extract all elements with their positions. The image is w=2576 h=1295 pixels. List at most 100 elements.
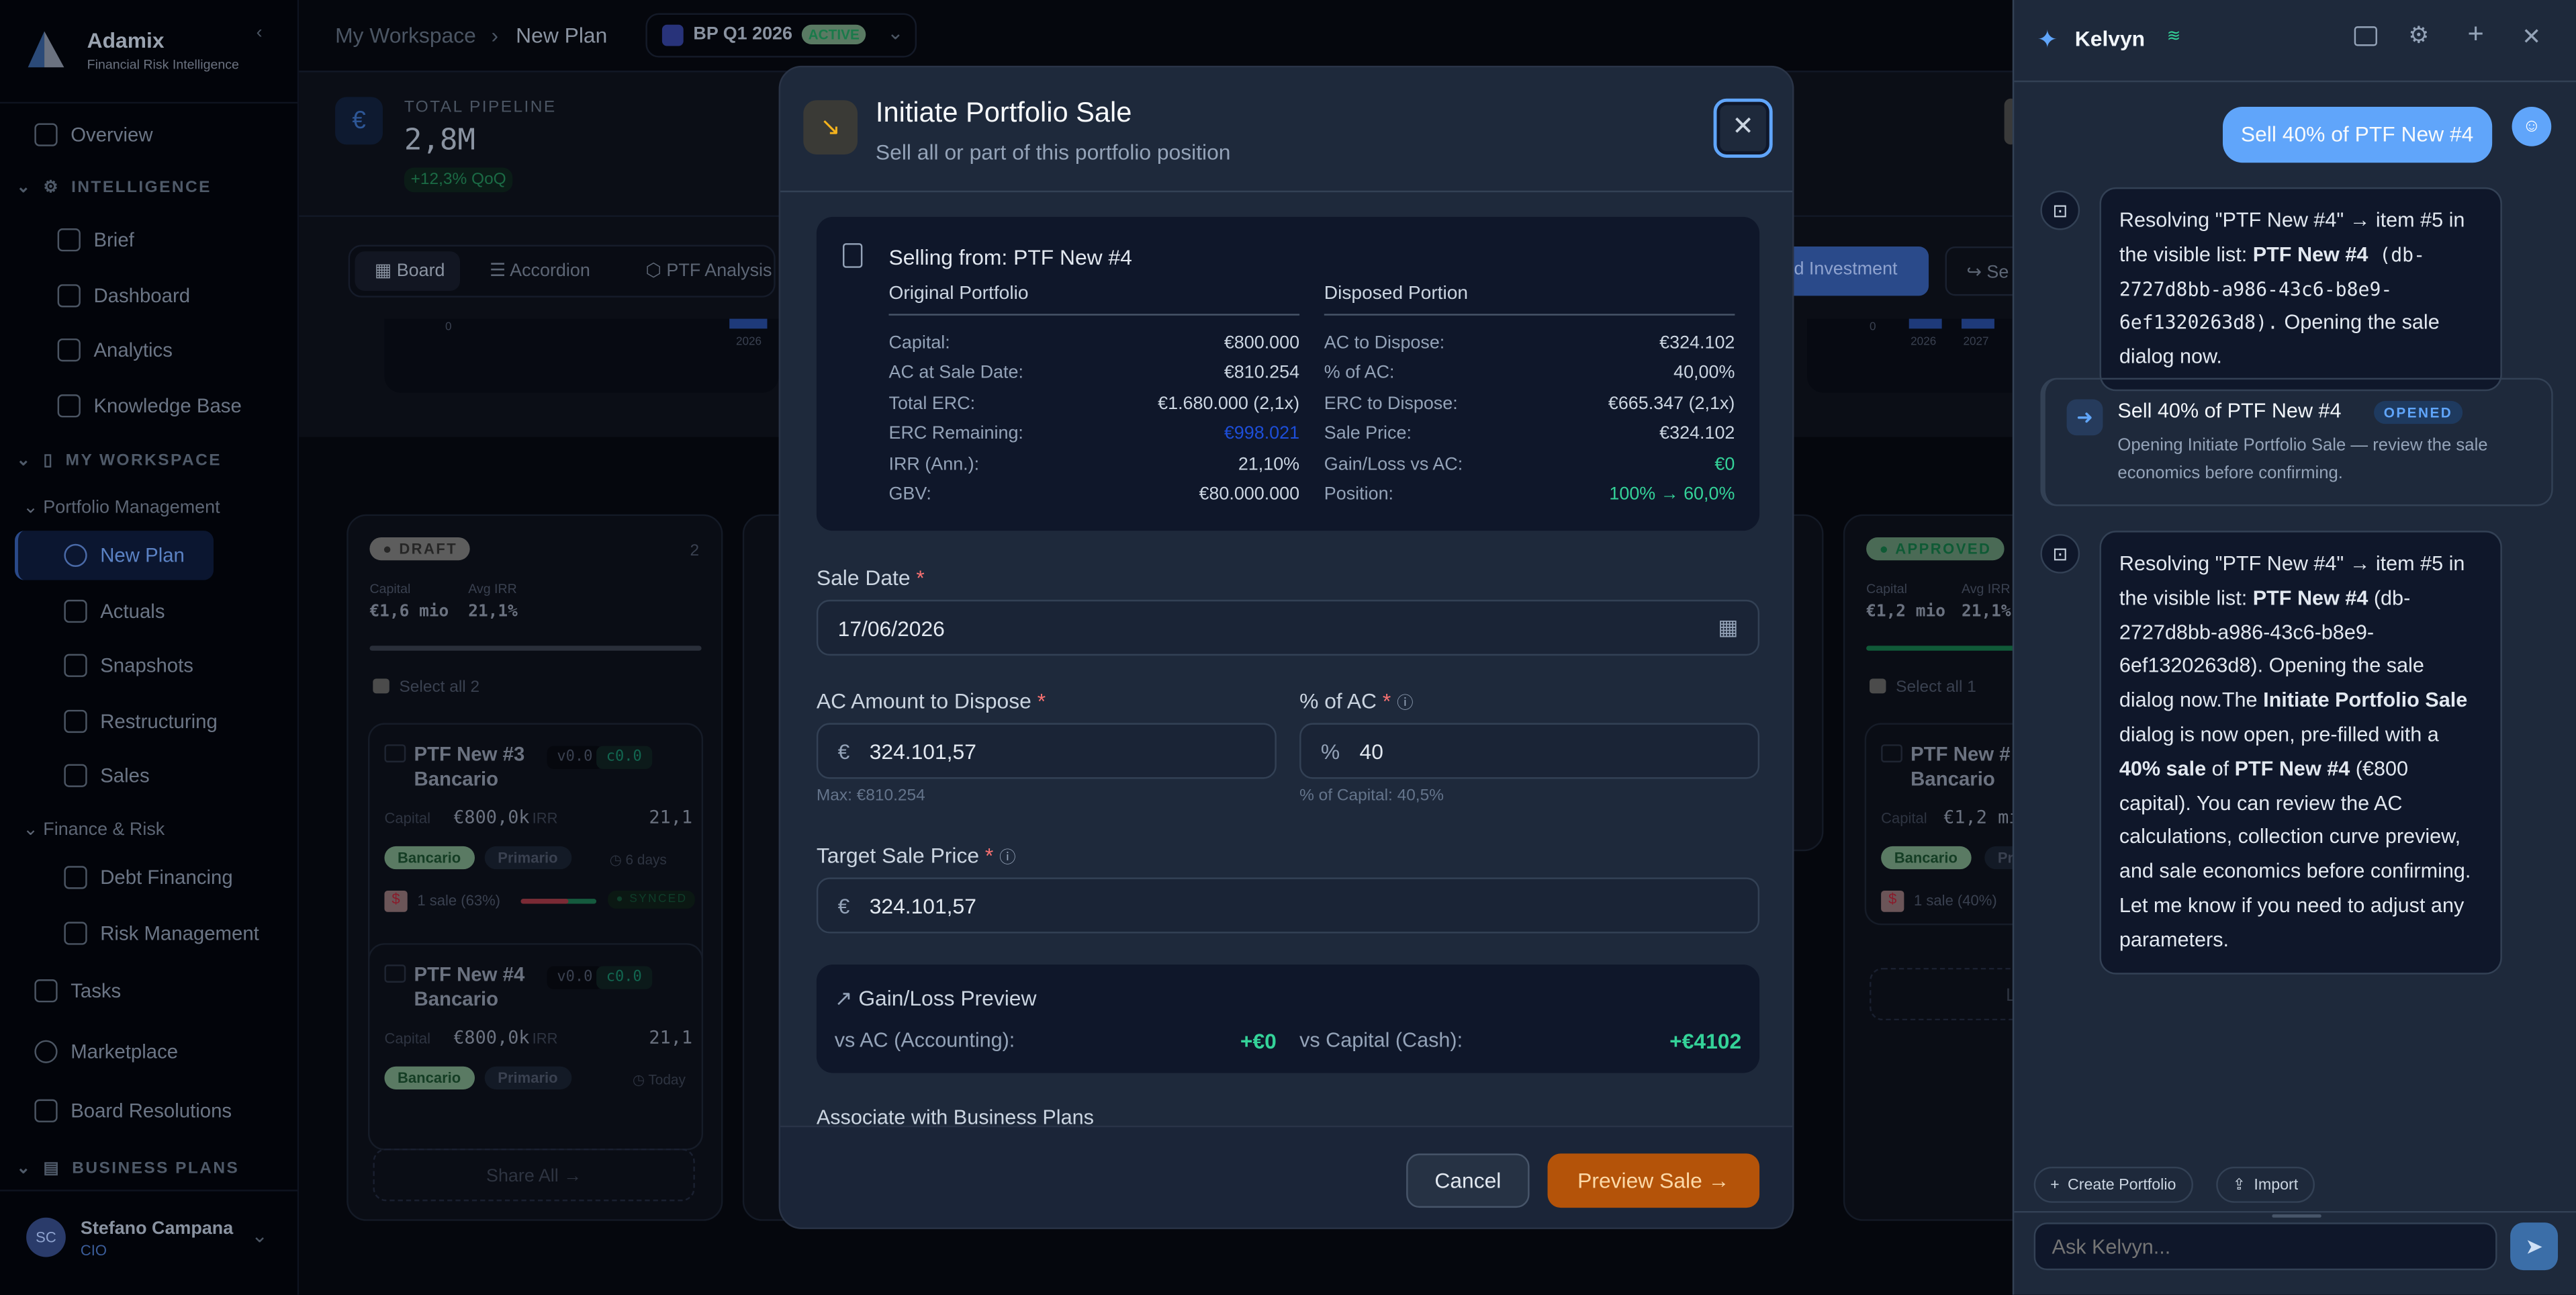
sidebar-item-restructuring[interactable]: Restructuring: [0, 709, 299, 733]
chat-icon[interactable]: [2354, 26, 2377, 46]
sidebar-item-tasks[interactable]: Tasks: [0, 979, 299, 1003]
bold-text: PTF New #4: [2234, 757, 2350, 780]
sidebar-item-debt-financing[interactable]: Debt Financing: [0, 866, 299, 889]
required-mark: *: [1037, 688, 1046, 713]
share-all-button[interactable]: Share All →: [373, 1149, 695, 1202]
file-text-icon: [843, 243, 863, 268]
label: Target Sale Price: [816, 843, 980, 868]
secondary-action-button[interactable]: ↪ Se: [1945, 246, 2044, 296]
sidebar-item-new-plan[interactable]: New Plan: [0, 543, 299, 568]
plan-selector[interactable]: BP Q1 2026 ACTIVE ⌄: [645, 13, 917, 58]
bank-icon: [64, 866, 87, 889]
group-finance-risk[interactable]: ⌄ Finance & Risk: [23, 819, 165, 840]
create-portfolio-chip[interactable]: + Create Portfolio: [2033, 1166, 2193, 1203]
column-count: 2: [690, 542, 700, 561]
irr-label: IRR: [532, 1030, 558, 1047]
tab-ptf-analysis[interactable]: ⬡ PTF Analysis: [645, 261, 772, 281]
row-value: €1.680.000 (2,1x): [1158, 394, 1300, 414]
sidebar-item-actuals[interactable]: Actuals: [0, 599, 299, 623]
close-button[interactable]: ✕: [1713, 98, 1773, 158]
avatar[interactable]: SC: [26, 1217, 66, 1257]
sidebar: Adamix Financial Risk Intelligence ‹ Ove…: [0, 0, 300, 1295]
chevron-down-icon[interactable]: ⌄: [251, 1224, 268, 1247]
text: dialog is now open, pre-filled with a: [2119, 723, 2439, 746]
sale-date-input[interactable]: 17/06/2026 ▦: [816, 599, 1760, 656]
pct-ac-input[interactable]: % 40: [1299, 723, 1760, 779]
label: New Plan: [100, 543, 185, 568]
resize-handle[interactable]: [2272, 1214, 2321, 1218]
gl-ac-label: vs AC (Accounting):: [834, 1028, 1015, 1052]
sidebar-item-marketplace[interactable]: Marketplace: [0, 1040, 299, 1063]
summary-row: Sale Price: €324.102: [1324, 425, 1735, 444]
ac-amount-input[interactable]: €324.101,57: [816, 723, 1277, 779]
card-checkbox[interactable]: [384, 965, 406, 983]
value: 324.101,57: [869, 738, 976, 764]
row-value: 100% → 60,0%: [1609, 484, 1735, 505]
collapse-sidebar-icon[interactable]: ‹: [256, 23, 263, 43]
capital-value: €800,0k: [453, 807, 530, 828]
portfolio-card[interactable]: PTF New #3 Bancario v0.0 c0.0 Capital €80…: [367, 723, 704, 978]
sidebar-item-analytics[interactable]: Analytics: [0, 338, 299, 362]
close-icon[interactable]: ✕: [2522, 23, 2541, 50]
action-card[interactable]: ➜ Sell 40% of PTF New #4 OPENED Opening …: [2040, 377, 2553, 506]
card-checkbox[interactable]: [1881, 744, 1902, 763]
section-business-plans[interactable]: ⌄ ▤ BUSINESS PLANS: [16, 1160, 240, 1179]
preview-sale-button[interactable]: Preview Sale →: [1547, 1153, 1760, 1208]
label: Create Portfolio: [2067, 1175, 2176, 1194]
sidebar-item-brief[interactable]: Brief: [0, 228, 299, 252]
sidebar-item-knowledge-base[interactable]: Knowledge Base: [0, 394, 299, 418]
bold-text: PTF New #4: [2252, 242, 2368, 266]
database-icon: [64, 599, 87, 623]
column-draft: ● DRAFT 2 Capital Avg IRR €1,6 mio 21,1%…: [347, 514, 723, 1221]
upload-icon: ⇪: [2232, 1175, 2246, 1194]
summary-row: Capital: €800.000: [889, 334, 1300, 353]
label: DRAFT: [399, 540, 458, 557]
label: Accordion: [510, 261, 590, 281]
ac-max-hint: Max: €810.254: [816, 787, 925, 805]
chat-input[interactable]: [2033, 1222, 2497, 1271]
sidebar-item-risk-management[interactable]: Risk Management: [0, 922, 299, 945]
git-branch-icon: [64, 709, 87, 733]
text: Resolving "PTF New #4" → item #5 in the …: [2119, 551, 2465, 610]
summary-row: IRR (Ann.): 21,10%: [889, 455, 1300, 474]
row-value: €80.000.000: [1199, 484, 1300, 505]
bot-icon: ⊡: [2040, 190, 2080, 230]
section-my-workspace[interactable]: ⌄ ▯ MY WORKSPACE: [16, 451, 222, 470]
cancel-button[interactable]: Cancel: [1406, 1153, 1530, 1208]
label: Dashboard: [93, 284, 191, 308]
label: SYNCED: [629, 893, 688, 905]
select-all-checkbox[interactable]: [1870, 678, 1886, 694]
select-all-label: Select all 1: [1896, 678, 1976, 697]
label: Portfolio Management: [43, 498, 220, 518]
sidebar-item-overview[interactable]: Overview: [0, 123, 299, 146]
bar: [1908, 318, 1942, 329]
portfolio-card[interactable]: PTF New #4 Bancario v0.0 c0.0 Capital €80…: [367, 943, 704, 1151]
capital-label: Capital: [369, 582, 411, 597]
assistant-message: Resolving "PTF New #4" → item #5 in the …: [2099, 187, 2502, 392]
calendar-icon[interactable]: ▦: [1718, 614, 1739, 639]
card-checkbox[interactable]: [384, 744, 406, 763]
send-button[interactable]: ➤: [2510, 1222, 2559, 1271]
capital-label: Capital: [1881, 810, 1927, 827]
kpi-label: TOTAL PIPELINE: [404, 98, 557, 117]
sidebar-item-dashboard[interactable]: Dashboard: [0, 284, 299, 308]
breadcrumb-workspace[interactable]: My Workspace: [335, 23, 476, 48]
progress-bar: [369, 645, 702, 651]
group-portfolio-management[interactable]: ⌄ Portfolio Management: [23, 498, 220, 518]
label: Sales: [100, 764, 150, 787]
bot-icon: ⊡: [2040, 534, 2080, 574]
sidebar-item-board-resolutions[interactable]: Board Resolutions: [0, 1099, 299, 1122]
target-price-input[interactable]: €324.101,57: [816, 877, 1760, 934]
gear-icon[interactable]: ⚙: [2408, 21, 2430, 48]
section-intelligence[interactable]: ⌄ ⚙ INTELLIGENCE: [16, 179, 212, 197]
tab-accordion[interactable]: ☰ Accordion: [490, 261, 590, 281]
sync-badge: ● SYNCED: [608, 890, 696, 909]
plus-icon[interactable]: +: [2467, 17, 2484, 50]
tab-board[interactable]: ▦ Board: [355, 251, 460, 292]
import-chip[interactable]: ⇪ Import: [2216, 1166, 2315, 1203]
row-value: 21,10%: [1238, 454, 1300, 475]
sidebar-item-snapshots[interactable]: Snapshots: [0, 654, 299, 677]
assistant-message: Resolving "PTF New #4" → item #5 in the …: [2099, 531, 2502, 974]
select-all-checkbox[interactable]: [373, 678, 389, 694]
sidebar-item-sales[interactable]: Sales: [0, 764, 299, 787]
